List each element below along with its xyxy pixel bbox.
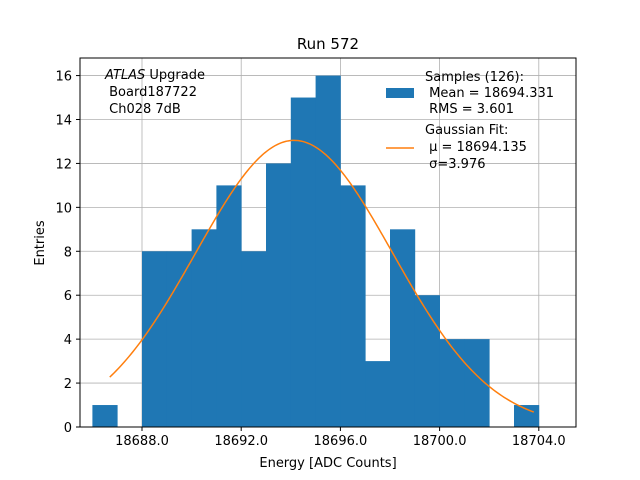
axis-ticks: 18688.0 18692.0 18696.0 18700.0 18704.0 0 2 4 6 8… [55, 70, 565, 449]
legend-samples-line1: Samples (126): [425, 70, 524, 85]
legend-samples-line3: RMS = 3.601 [425, 102, 514, 117]
y-axis-label: Entries [33, 220, 48, 266]
x-tick-label-0: 18688.0 [115, 434, 169, 449]
svg-text:ATLAS Upgrade: ATLAS Upgrade [104, 68, 205, 83]
histogram-bar-4 [191, 229, 217, 427]
annotation-board: Board187722 [105, 85, 197, 100]
y-tick-label-7: 14 [55, 114, 72, 129]
y-tick-label-1: 2 [64, 377, 72, 392]
chart-title: Run 572 [297, 35, 359, 53]
x-tick-label-4: 18704.0 [512, 434, 566, 449]
legend: Samples (126): Mean = 18694.331 RMS = 3.… [386, 70, 554, 172]
plot-frame [79, 57, 577, 428]
x-tick-label-1: 18692.0 [214, 434, 268, 449]
gaussian-fit-curve-group [109, 139, 535, 413]
legend-fit-line1: Gaussian Fit: [425, 123, 508, 138]
gaussian-fit-curve [109, 139, 535, 413]
histogram-bar-5 [216, 185, 242, 427]
histogram-bar-6 [241, 251, 267, 427]
y-tick-label-0: 0 [64, 421, 72, 436]
x-axis-label: Energy [ADC Counts] [259, 456, 396, 471]
histogram-bar-3 [166, 251, 192, 427]
annotation-line1-rest: Upgrade [145, 68, 205, 83]
histogram-bar-7 [266, 163, 292, 427]
y-tick-label-6: 12 [55, 157, 72, 172]
y-tick-label-8: 16 [55, 70, 72, 85]
annotation-atlas-italic: ATLAS [104, 68, 145, 83]
annotation-channel: Ch028 7dB [105, 102, 181, 117]
histogram-bar-8 [290, 97, 316, 428]
atlas-annotation: ATLAS Upgrade Board187722 Ch028 7dB [104, 68, 205, 117]
histogram-bar-17 [514, 405, 540, 427]
histogram-bar-14 [439, 339, 465, 427]
y-tick-label-4: 8 [64, 245, 72, 260]
legend-fit-line2: μ = 18694.135 [425, 140, 527, 155]
y-tick-label-2: 4 [64, 333, 72, 348]
histogram-bar-13 [414, 295, 440, 427]
histogram-bar-12 [390, 229, 416, 427]
legend-samples-line2: Mean = 18694.331 [425, 86, 554, 101]
x-tick-label-3: 18700.0 [413, 434, 467, 449]
histogram-bar-9 [315, 75, 341, 428]
legend-samples-swatch [386, 88, 414, 98]
histogram-bar-11 [365, 361, 391, 427]
y-tick-label-5: 10 [55, 201, 72, 216]
histogram-bar-0 [92, 405, 118, 427]
legend-fit-line3: σ=3.976 [425, 157, 485, 172]
x-tick-label-2: 18696.0 [314, 434, 368, 449]
y-tick-label-3: 6 [64, 289, 72, 304]
histogram-bar-2 [142, 251, 168, 427]
histogram-bar-10 [340, 185, 366, 427]
